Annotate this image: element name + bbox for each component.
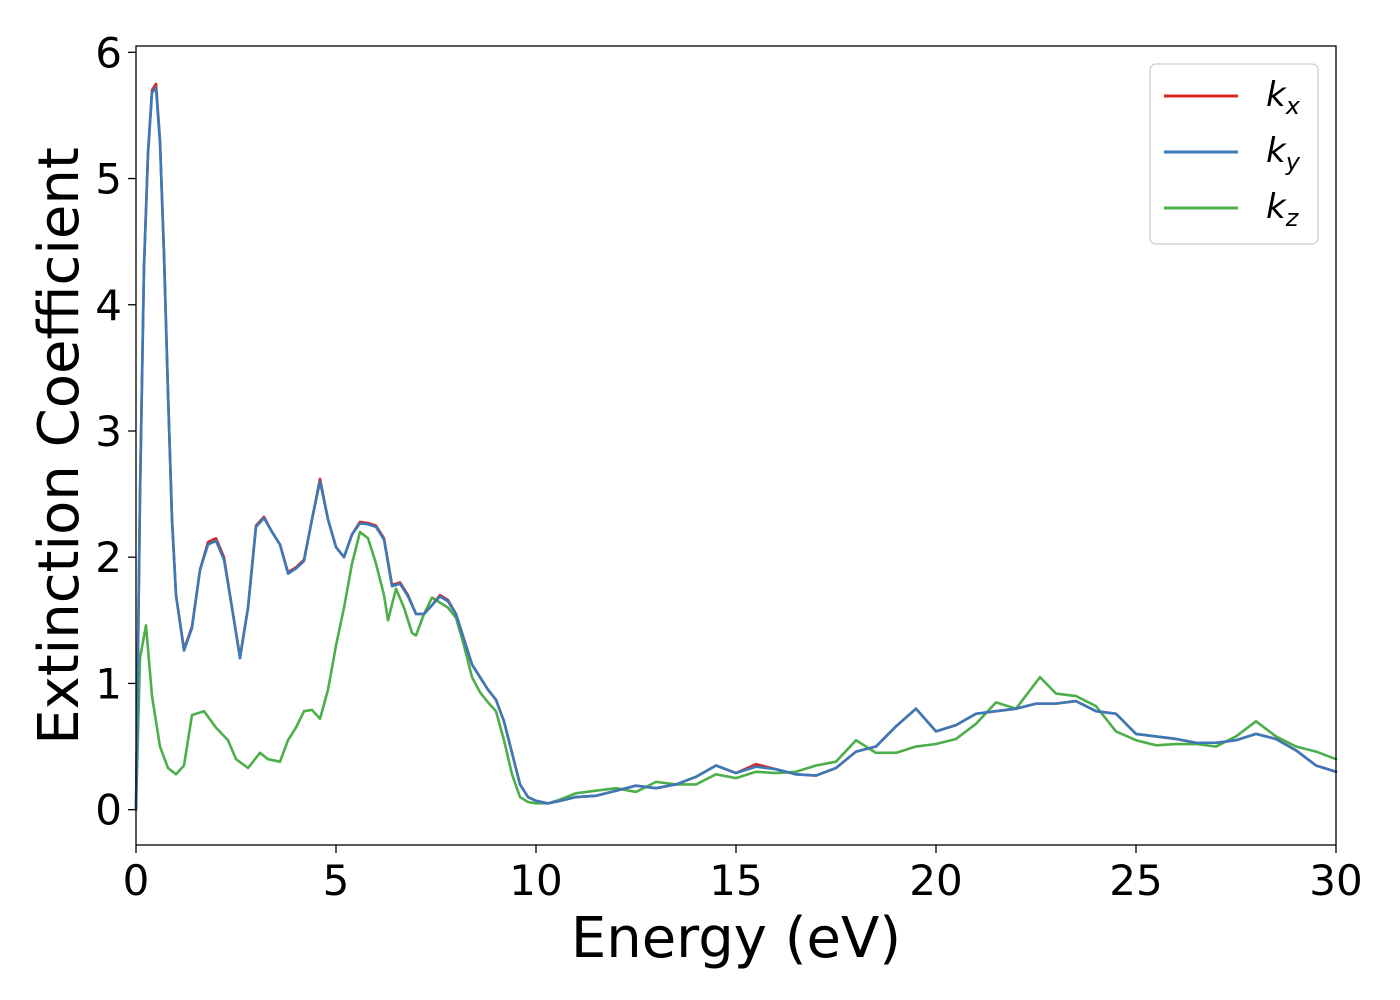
x-tick-label: 10 — [509, 856, 562, 905]
x-tick-label: 0 — [123, 856, 150, 905]
y-tick-label: 0 — [95, 786, 122, 835]
y-tick-label: 4 — [95, 281, 122, 330]
y-axis-title: Extinction Coefficient — [27, 147, 92, 745]
x-axis-title: Energy (eV) — [571, 906, 901, 971]
legend: kx ky kz — [1149, 63, 1319, 245]
x-axis: 0 5 10 15 20 25 30 — [123, 845, 1363, 905]
series-line-k-z — [134, 530, 1338, 811]
legend-label-k-z: kz — [1266, 187, 1300, 232]
y-tick-label: 6 — [95, 28, 122, 77]
y-tick-label: 1 — [95, 659, 122, 708]
x-tick-label: 20 — [909, 856, 962, 905]
x-tick-label: 30 — [1309, 856, 1362, 905]
y-tick-label: 2 — [95, 533, 122, 582]
legend-label-k-x: kx — [1266, 75, 1301, 120]
series-line-k-y — [134, 86, 1338, 811]
y-axis: 0 1 2 3 4 5 6 — [95, 28, 136, 835]
x-tick-label: 15 — [709, 856, 762, 905]
y-tick-label: 3 — [95, 407, 122, 456]
x-tick-label: 25 — [1109, 856, 1162, 905]
y-tick-label: 5 — [95, 155, 122, 204]
legend-label-k-y: ky — [1266, 131, 1301, 176]
series-layer — [134, 82, 1338, 811]
legend-box — [1149, 63, 1319, 245]
x-tick-label: 5 — [323, 856, 350, 905]
